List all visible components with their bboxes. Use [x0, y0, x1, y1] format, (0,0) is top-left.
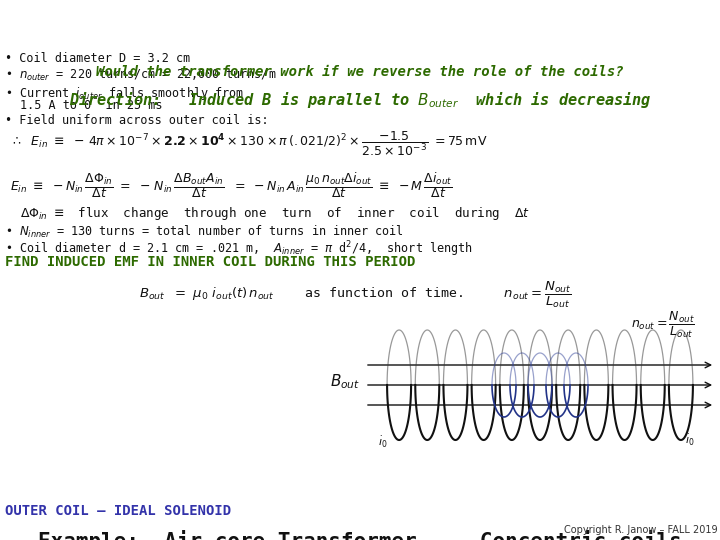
Text: Direction:   Induced B is parallel to $B_{outer}$  which is decreasing: Direction: Induced B is parallel to $B_{…	[68, 90, 652, 110]
Text: $B_{out}\ \ =\ \mu_0\ i_{out}(t)\,n_{out}$    as function of time.     $n_{out} : $B_{out}\ \ =\ \mu_0\ i_{out}(t)\,n_{out…	[139, 280, 571, 310]
Text: Would the transformer work if we reverse the role of the coils?: Would the transformer work if we reverse…	[96, 65, 624, 79]
Text: Copyright R. Janow – FALL 2019: Copyright R. Janow – FALL 2019	[564, 525, 718, 535]
Text: Example:  Air core Transformer  -  Concentric coils: Example: Air core Transformer - Concentr…	[38, 530, 682, 540]
Text: $B_{out}$: $B_{out}$	[330, 373, 360, 392]
Text: $E_{in}\ \equiv\ -N_{in}\,\dfrac{\Delta\Phi_{in}}{\Delta t}\ =\ -\,N_{in}\,\dfra: $E_{in}\ \equiv\ -N_{in}\,\dfrac{\Delta\…	[10, 170, 452, 200]
Text: • $N_{inner}$ = 130 turns = total number of turns in inner coil: • $N_{inner}$ = 130 turns = total number…	[5, 224, 404, 240]
Text: • Current $i_{outer}$ falls smoothly from: • Current $i_{outer}$ falls smoothly fro…	[5, 85, 244, 102]
Text: 1.5 A to 0  in 25 ms: 1.5 A to 0 in 25 ms	[20, 99, 163, 112]
Text: FIND INDUCED EMF IN INNER COIL DURING THIS PERIOD: FIND INDUCED EMF IN INNER COIL DURING TH…	[5, 255, 415, 269]
Text: $\therefore\ \ E_{in}\ \equiv\ -\,4\pi\times10^{-7}\times\mathbf{2.2}\times\math: $\therefore\ \ E_{in}\ \equiv\ -\,4\pi\t…	[10, 130, 487, 158]
Text: • Coil diameter d = 2.1 cm = .021 m,  $A_{inner}$ = $\pi$ d$^2$/4,  short length: • Coil diameter d = 2.1 cm = .021 m, $A_…	[5, 239, 472, 259]
Text: • $n_{outer}$ = 220 turns/cm = 22,000 turns/m: • $n_{outer}$ = 220 turns/cm = 22,000 tu…	[5, 68, 276, 83]
Text: $\dot{\imath}_0$: $\dot{\imath}_0$	[378, 435, 387, 450]
Text: $n_{out} = \dfrac{N_{out}}{L_{out}}$: $n_{out} = \dfrac{N_{out}}{L_{out}}$	[631, 310, 695, 340]
Text: OUTER COIL – IDEAL SOLENOID: OUTER COIL – IDEAL SOLENOID	[5, 504, 231, 518]
Text: $\dot{\imath}_0$: $\dot{\imath}_0$	[685, 433, 695, 448]
Text: $\Delta\Phi_{in}\ \equiv\ $ flux  change  through one  turn  of  inner  coil  du: $\Delta\Phi_{in}\ \equiv\ $ flux change …	[20, 205, 530, 222]
Text: • Coil diameter D = 3.2 cm: • Coil diameter D = 3.2 cm	[5, 52, 190, 65]
Text: • Field uniform across outer coil is:: • Field uniform across outer coil is:	[5, 114, 269, 127]
